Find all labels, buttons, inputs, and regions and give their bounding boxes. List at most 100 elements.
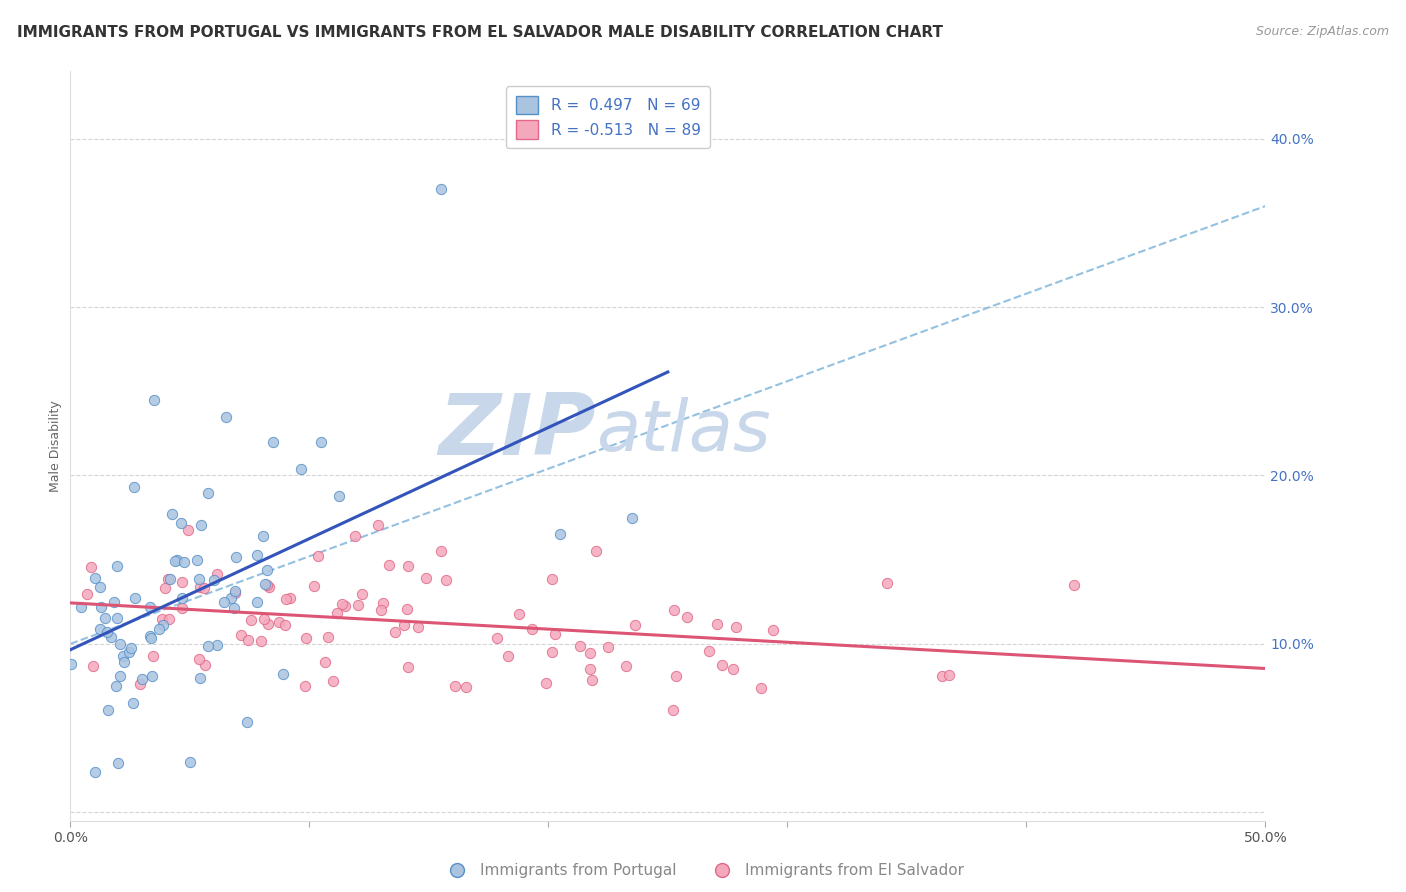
Point [187, 652, 209, 666]
Point [485, 631, 508, 645]
Point [80, 559, 103, 574]
Point [188, 580, 211, 594]
Point [112, 655, 135, 669]
Point [256, 577, 278, 591]
Point [170, 591, 193, 606]
Point [271, 666, 294, 681]
Point [711, 657, 734, 672]
Point [330, 597, 353, 611]
Point [676, 609, 699, 624]
Point [156, 572, 179, 586]
Point [193, 582, 215, 596]
Point [139, 599, 162, 614]
Point [176, 524, 198, 538]
Text: ZIP: ZIP [439, 390, 596, 473]
Point [392, 618, 415, 632]
Point [108, 669, 131, 683]
Point [159, 572, 181, 586]
Point [96, 625, 118, 640]
Point [434, 573, 457, 587]
Point [263, 434, 285, 449]
Point [395, 602, 418, 616]
Point [274, 592, 297, 607]
Point [225, 549, 247, 564]
Point [118, 645, 141, 659]
Point [520, 622, 543, 636]
Point [83, 571, 105, 585]
Point [614, 658, 637, 673]
Point [170, 575, 193, 590]
Point [396, 558, 419, 573]
Point [246, 548, 269, 562]
Point [103, 595, 125, 609]
Point [498, 648, 520, 663]
Point [222, 601, 245, 615]
Point [163, 554, 186, 568]
Point [229, 628, 252, 642]
Point [152, 617, 174, 632]
Point [621, 510, 644, 524]
Point [93, 611, 115, 625]
Point [624, 617, 647, 632]
Point [104, 679, 127, 693]
Point [408, 620, 430, 634]
Point [307, 549, 329, 563]
Point [111, 648, 134, 663]
Point [122, 480, 145, 494]
Point [141, 649, 163, 664]
Point [256, 563, 278, 577]
Point [579, 662, 602, 676]
Point [224, 584, 246, 599]
Point [347, 599, 370, 613]
Point [550, 527, 572, 541]
Point [370, 603, 392, 617]
Y-axis label: Male Disability: Male Disability [49, 401, 62, 491]
Point [179, 755, 201, 769]
Point [148, 622, 170, 636]
Point [236, 632, 259, 647]
Point [568, 639, 591, 653]
Point [236, 714, 259, 729]
Point [430, 182, 453, 196]
Point [326, 606, 349, 620]
Point [190, 671, 212, 685]
Point [706, 617, 728, 632]
Point [938, 668, 960, 682]
Point [82, 658, 104, 673]
Point [252, 528, 274, 542]
Point [120, 640, 142, 655]
Point [335, 599, 357, 613]
Point [581, 673, 603, 687]
Point [69, 600, 91, 615]
Point [257, 581, 280, 595]
Point [131, 672, 153, 686]
Point [290, 462, 312, 476]
Point [430, 544, 453, 558]
Point [250, 633, 273, 648]
Point [344, 529, 367, 543]
Point [762, 623, 785, 637]
Point [122, 696, 145, 710]
Point [253, 612, 276, 626]
Point [188, 572, 211, 586]
Point [456, 680, 478, 694]
Point [536, 676, 558, 690]
Text: Source: ZipAtlas.com: Source: ZipAtlas.com [1256, 25, 1389, 38]
Point [309, 434, 333, 449]
Point [1063, 578, 1085, 592]
Point [267, 615, 290, 629]
Point [150, 613, 173, 627]
Point [212, 595, 235, 609]
Point [141, 669, 163, 683]
Point [224, 585, 246, 599]
Point [377, 558, 399, 573]
Point [699, 643, 721, 657]
Point [107, 756, 129, 770]
Point [124, 591, 146, 605]
Point [444, 679, 467, 693]
Point [328, 489, 350, 503]
Point [664, 603, 686, 617]
Point [207, 566, 229, 581]
Point [89, 581, 111, 595]
Point [108, 637, 131, 651]
